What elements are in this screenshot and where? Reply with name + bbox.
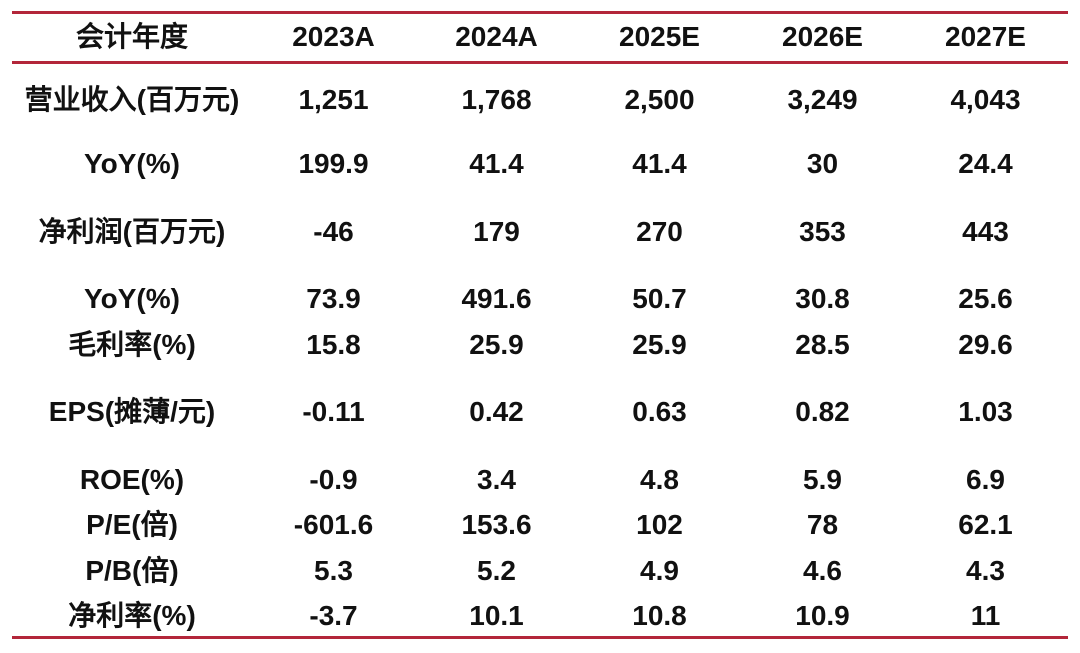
table-cell: 1,251 [298, 84, 369, 115]
header-cell-2025e: 2025E [619, 21, 700, 52]
table-row-gross-margin: 毛利率(%) 15.8 25.9 25.9 28.5 29.6 [12, 323, 1068, 367]
table-cell: 4.9 [640, 555, 679, 586]
table-row-revenue-yoy: YoY(%) 199.9 41.4 41.4 30 24.4 [12, 142, 1068, 186]
header-cell-2026e: 2026E [782, 21, 863, 52]
row-label: P/B(倍) [85, 555, 179, 586]
table-cell: 15.8 [306, 329, 361, 360]
table-cell: -46 [313, 216, 354, 247]
header-rule [12, 61, 1068, 64]
table-cell: 25.9 [469, 329, 524, 360]
table-cell: 270 [636, 216, 683, 247]
table-cell: 4.8 [640, 464, 679, 495]
header-cell-fiscal-year: 会计年度 [75, 21, 188, 52]
financial-forecast-table: 会计年度 2023A 2024A 2025E 2026E 2027E 营业收入(… [12, 0, 1068, 653]
row-label: EPS(摊薄/元) [48, 396, 216, 427]
table-cell: 41.4 [469, 148, 524, 179]
row-label: P/E(倍) [86, 509, 178, 540]
table-cell: -3.7 [309, 600, 358, 631]
header-cell-2023a: 2023A [292, 21, 375, 52]
row-label: 营业收入(百万元) [24, 84, 240, 115]
table-cell: 29.6 [958, 329, 1013, 360]
table-row-net-profit-yoy: YoY(%) 73.9 491.6 50.7 30.8 25.6 [12, 277, 1068, 321]
table-cell: 3,249 [787, 84, 858, 115]
table-cell: 30 [806, 148, 839, 179]
table-row-roe: ROE(%) -0.9 3.4 4.8 5.9 6.9 [12, 458, 1068, 502]
table-cell: 24.4 [958, 148, 1013, 179]
table-cell: 62.1 [958, 509, 1013, 540]
table-cell: 0.63 [632, 396, 687, 427]
table-cell: 4.3 [966, 555, 1005, 586]
table-cell: 28.5 [795, 329, 850, 360]
table-cell: 1.03 [958, 396, 1013, 427]
table-row-eps: EPS(摊薄/元) -0.11 0.42 0.63 0.82 1.03 [12, 390, 1068, 434]
table-cell: 4,043 [950, 84, 1021, 115]
table-cell: 102 [636, 509, 683, 540]
table-cell: 353 [799, 216, 846, 247]
bottom-rule [12, 636, 1068, 639]
table-cell: 25.6 [958, 283, 1013, 314]
table-row-net-profit: 净利润(百万元) -46 179 270 353 443 [12, 210, 1068, 254]
table-cell: 443 [962, 216, 1009, 247]
table-cell: -601.6 [293, 509, 374, 540]
table-cell: 5.3 [314, 555, 353, 586]
row-label: 毛利率(%) [68, 329, 196, 360]
header-cell-2024a: 2024A [455, 21, 538, 52]
table-cell: 0.82 [795, 396, 850, 427]
table-cell: -0.9 [309, 464, 358, 495]
table-cell: 2,500 [624, 84, 695, 115]
table-cell: 10.1 [469, 600, 524, 631]
table-cell: 5.9 [803, 464, 842, 495]
table-cell: 1,768 [461, 84, 532, 115]
table-cell: 41.4 [632, 148, 687, 179]
row-label: YoY(%) [84, 283, 180, 314]
table-cell: 199.9 [298, 148, 369, 179]
table-cell: 10.8 [632, 600, 687, 631]
table-cell: 10.9 [795, 600, 850, 631]
table-cell: 179 [473, 216, 520, 247]
table-cell: 78 [806, 509, 839, 540]
table-cell: -0.11 [302, 396, 365, 427]
table-cell: 153.6 [461, 509, 532, 540]
table-cell: 6.9 [966, 464, 1005, 495]
table-cell: 11 [970, 600, 1001, 631]
row-label: 净利润(百万元) [38, 216, 226, 247]
table-cell: 25.9 [632, 329, 687, 360]
table-cell: 30.8 [795, 283, 850, 314]
table-row-pb: P/B(倍) 5.3 5.2 4.9 4.6 4.3 [12, 549, 1068, 593]
table-row-net-margin: 净利率(%) -3.7 10.1 10.8 10.9 11 [12, 594, 1068, 638]
top-rule [12, 11, 1068, 14]
table-cell: 50.7 [632, 283, 687, 314]
table-header-row: 会计年度 2023A 2024A 2025E 2026E 2027E [12, 15, 1068, 59]
table-cell: 0.42 [469, 396, 524, 427]
table-cell: 4.6 [803, 555, 842, 586]
row-label: ROE(%) [79, 464, 185, 495]
row-label: YoY(%) [84, 148, 180, 179]
row-label: 净利率(%) [68, 600, 196, 631]
table-cell: 73.9 [306, 283, 361, 314]
table-cell: 5.2 [477, 555, 516, 586]
header-cell-2027e: 2027E [945, 21, 1026, 52]
table-row-pe: P/E(倍) -601.6 153.6 102 78 62.1 [12, 503, 1068, 547]
table-row-revenue: 营业收入(百万元) 1,251 1,768 2,500 3,249 4,043 [12, 78, 1068, 122]
table-cell: 491.6 [461, 283, 532, 314]
table-cell: 3.4 [477, 464, 516, 495]
